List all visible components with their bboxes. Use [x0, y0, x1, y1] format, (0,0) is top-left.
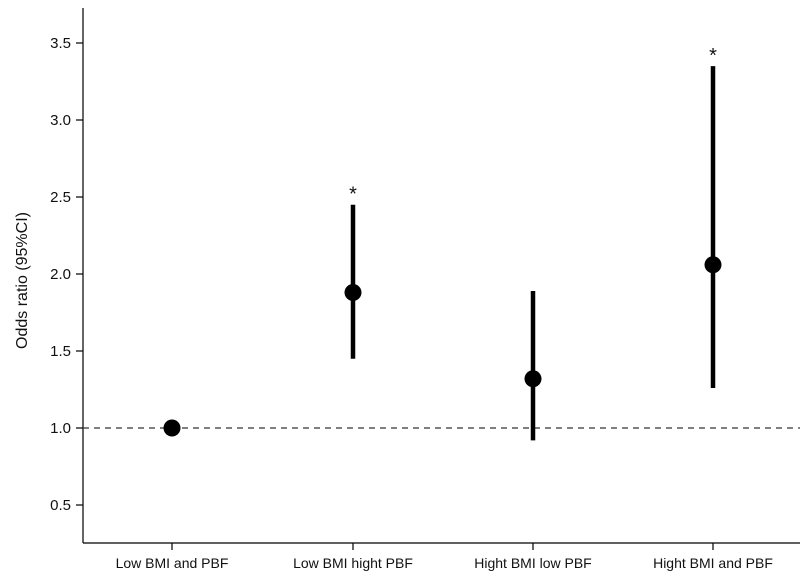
axes: 0.5 1.0 1.5 2.0 2.5 3.0 3.5 Low BMI and PBF Low …: [14, 8, 800, 571]
odds-ratio-point: [163, 419, 181, 437]
y-tick-label: 2.0: [50, 266, 71, 283]
x-tick-label: Hight BMI low PBF: [474, 555, 591, 571]
y-tick-label: 1.5: [50, 343, 71, 360]
y-tick-label: 3.0: [50, 112, 71, 129]
odds-ratio-point: [704, 256, 722, 274]
y-tick-label: 2.5: [50, 189, 71, 206]
significance-marker: *: [709, 45, 717, 67]
x-tick-label: Low BMI hight PBF: [293, 555, 413, 571]
y-tick-label: 3.5: [50, 35, 71, 52]
odds-ratio-point: [524, 370, 542, 388]
x-tick-label: Low BMI and PBF: [116, 555, 229, 571]
y-axis-title: Odds ratio (95%CI): [14, 212, 31, 349]
y-tick-label: 0.5: [50, 497, 71, 514]
y-tick-label: 1.0: [50, 420, 71, 437]
significance-marker: *: [349, 184, 357, 206]
x-tick-label: Hight BMI and PBF: [653, 555, 773, 571]
odds-ratio-point: [344, 283, 362, 301]
marks: **: [83, 45, 800, 441]
